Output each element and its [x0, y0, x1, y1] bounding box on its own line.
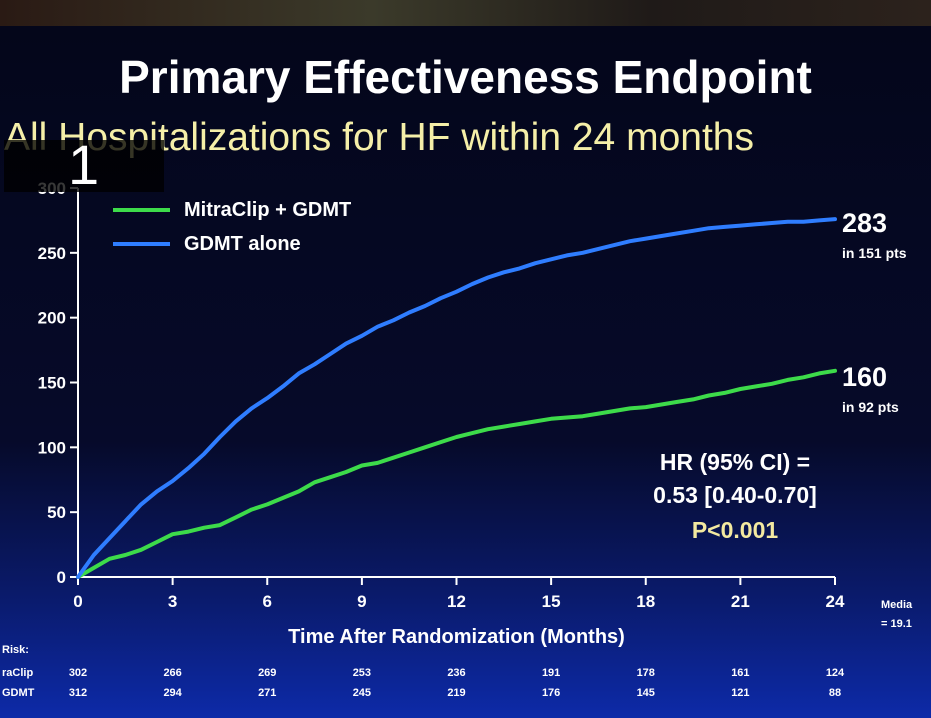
median-label-2: = 19.1 [881, 618, 912, 630]
top-photo-band [0, 0, 931, 30]
at-risk-cell-1-1: 294 [163, 687, 182, 699]
at-risk-table: Risk: raClip 302 266 269 253 236 191 178 161 124 GD… [2, 644, 845, 699]
legend-label-0: MitraClip + GDMT [184, 199, 351, 221]
end-note-1: in 151 pts [842, 245, 907, 261]
end-note-0: in 92 pts [842, 399, 899, 415]
x-tick-label-6: 6 [263, 592, 272, 611]
y-tick-label-200: 200 [38, 309, 66, 328]
at-risk-cell-1-4: 219 [447, 687, 465, 699]
x-tick-label-18: 18 [636, 592, 655, 611]
at-risk-cell-1-8: 88 [829, 687, 841, 699]
series-line-0 [76, 368, 837, 579]
y-tick-label-0: 0 [57, 568, 66, 587]
at-risk-cell-1-0: 312 [69, 687, 87, 699]
at-risk-cell-0-0: 302 [69, 667, 87, 679]
end-value-1: 283 [842, 208, 887, 238]
hr-value: 0.53 [0.40-0.70] [653, 482, 817, 508]
at-risk-cell-0-8: 124 [826, 667, 845, 679]
median-label-1: Media [881, 599, 913, 611]
chart-labels: 160 in 92 pts 283 in 151 pts HR (95% CI) = 0.… [653, 208, 913, 630]
x-tick-label-9: 9 [357, 592, 366, 611]
hr-label: HR (95% CI) = [660, 449, 810, 475]
legend-label-1: GDMT alone [184, 233, 301, 255]
at-risk-row-name-0: raClip [2, 667, 33, 679]
p-value: P<0.001 [692, 517, 779, 543]
overlay-number: 1 [68, 133, 100, 196]
at-risk-cell-1-5: 176 [542, 687, 560, 699]
x-tick-label-24: 24 [826, 592, 845, 611]
at-risk-label: Risk: [2, 644, 29, 656]
x-tick-label-15: 15 [542, 592, 561, 611]
chart-lines [76, 217, 837, 579]
y-tick-label-250: 250 [38, 244, 66, 263]
slide-title: Primary Effectiveness Endpoint [119, 51, 812, 103]
at-risk-cell-1-3: 245 [353, 687, 371, 699]
end-value-0: 160 [842, 362, 887, 392]
y-tick-label-150: 150 [38, 374, 66, 393]
at-risk-cell-1-7: 121 [731, 687, 749, 699]
at-risk-cell-0-3: 253 [353, 667, 371, 679]
at-risk-cell-0-4: 236 [447, 667, 465, 679]
at-risk-cell-0-7: 161 [731, 667, 749, 679]
at-risk-cell-0-5: 191 [542, 667, 560, 679]
at-risk-cell-1-6: 145 [637, 687, 655, 699]
y-tick-label-100: 100 [38, 438, 66, 457]
overlay-box [4, 140, 164, 192]
at-risk-row-name-1: GDMT [2, 687, 35, 699]
at-risk-cell-0-2: 269 [258, 667, 276, 679]
at-risk-cell-1-2: 271 [258, 687, 276, 699]
x-axis-title: Time After Randomization (Months) [288, 626, 625, 648]
series-line-1 [76, 217, 837, 579]
at-risk-cell-0-1: 266 [163, 667, 181, 679]
chart-axes: 05010015020025030003691215182124Time Aft… [38, 179, 845, 648]
x-tick-label-21: 21 [731, 592, 750, 611]
x-tick-label-3: 3 [168, 592, 177, 611]
y-tick-label-50: 50 [47, 503, 66, 522]
at-risk-cell-0-6: 178 [637, 667, 655, 679]
x-tick-label-0: 0 [73, 592, 82, 611]
chart-legend: MitraClip + GDMT GDMT alone [113, 199, 351, 255]
x-tick-label-12: 12 [447, 592, 466, 611]
